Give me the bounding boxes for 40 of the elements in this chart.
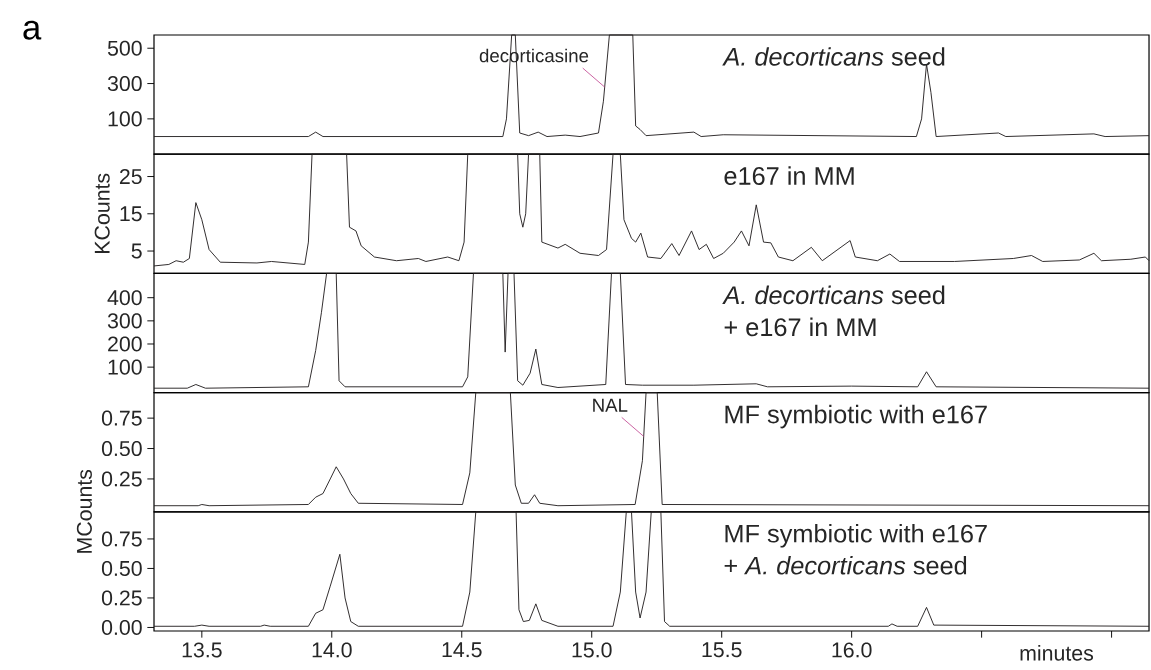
x-tick-label: 14.5 [442, 642, 482, 658]
chart-title: MF symbiotic with e167 [725, 404, 987, 429]
line-series [153, 272, 1150, 389]
y-tick-label: 0.50 [101, 441, 142, 457]
y-tick-label: 0.75 [101, 531, 142, 547]
chart-title: A. decorticans seed [722, 47, 945, 66]
line-series [153, 34, 1150, 137]
y-tick-label: 200 [108, 336, 142, 352]
chart-title: MF symbiotic with e167 [725, 523, 987, 548]
text: + e167 in MM [724, 317, 876, 337]
y-axis-title: KCounts [94, 173, 110, 253]
y-tick-label: 300 [107, 76, 142, 92]
y-tick-label: 15 [120, 206, 142, 222]
y-tick-label: 0.25 [101, 471, 142, 487]
text: + A. decorticans seed [724, 555, 967, 575]
y-tick-label: 300 [107, 313, 142, 329]
line-series [153, 392, 1150, 507]
annotation: NAL [593, 398, 628, 412]
x-tick-label: 15.5 [702, 642, 742, 658]
y-axis-title: MCounts [76, 469, 92, 553]
y-tick-label: 100 [108, 359, 142, 375]
text: a [23, 20, 42, 40]
x-tick-label: 16.0 [832, 642, 872, 658]
y-tick-label: 0.25 [101, 590, 142, 606]
y-tick-label: 0.50 [101, 560, 142, 576]
line-series [153, 511, 1150, 627]
x-tick-label: 14.0 [312, 642, 352, 658]
y-tick-label: 500 [107, 40, 142, 56]
y-tick-label: 0.75 [101, 410, 142, 426]
x-tick-label: 13.5 [182, 642, 222, 658]
x-axis-title: minutes [1020, 645, 1094, 661]
line-series [153, 153, 1150, 267]
y-tick-label: 25 [119, 168, 142, 185]
y-tick-label: 100 [108, 111, 142, 127]
chart-title: e167 in MM [724, 166, 854, 185]
y-tick-label: 5 [131, 243, 142, 259]
chart-title: A. decorticans seed [722, 285, 945, 305]
x-tick-label: 15.0 [572, 642, 612, 658]
y-tick-label: 400 [107, 290, 142, 306]
y-tick-label: 0.00 [101, 619, 142, 636]
